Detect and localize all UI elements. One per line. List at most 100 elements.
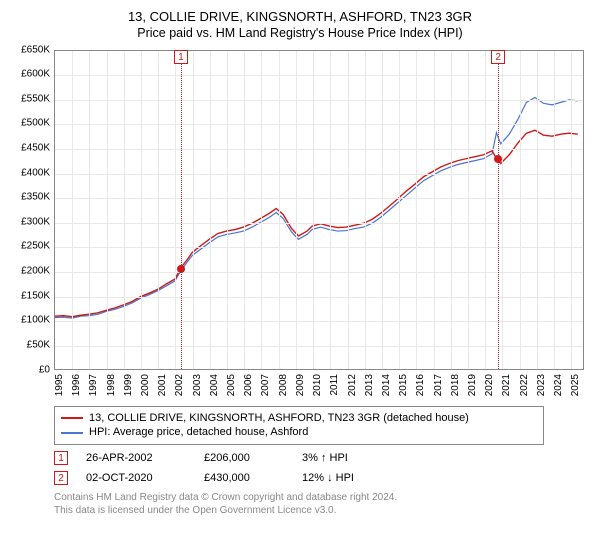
x-tick-label: 1995 bbox=[54, 374, 65, 396]
event-row: 202-OCT-2020£430,00012% ↓ HPI bbox=[54, 471, 576, 485]
x-tick-label: 2008 bbox=[278, 374, 289, 396]
gridline-h bbox=[55, 272, 583, 273]
gridline-v bbox=[399, 51, 400, 369]
x-tick-label: 2004 bbox=[209, 374, 220, 396]
chart-title: 13, COLLIE DRIVE, KINGSNORTH, ASHFORD, T… bbox=[12, 8, 588, 26]
x-tick-label: 2010 bbox=[312, 374, 323, 396]
y-tick-label: £550K bbox=[21, 93, 50, 104]
x-tick-label: 2009 bbox=[295, 374, 306, 396]
event-price: £430,000 bbox=[204, 472, 284, 484]
x-tick-label: 2018 bbox=[450, 374, 461, 396]
x-tick-label: 2006 bbox=[243, 374, 254, 396]
x-tick-label: 2025 bbox=[570, 374, 581, 396]
gridline-v bbox=[89, 51, 90, 369]
x-tick-label: 2011 bbox=[329, 374, 340, 396]
event-delta: 12% ↓ HPI bbox=[302, 472, 392, 484]
gridline-v bbox=[193, 51, 194, 369]
gridline-v bbox=[468, 51, 469, 369]
legend-row: 13, COLLIE DRIVE, KINGSNORTH, ASHFORD, T… bbox=[61, 411, 537, 426]
x-tick-label: 2017 bbox=[433, 374, 444, 396]
event-id-box: 2 bbox=[54, 471, 68, 485]
x-tick-label: 2007 bbox=[260, 374, 271, 396]
gridline-h bbox=[55, 247, 583, 248]
gridline-h bbox=[55, 223, 583, 224]
y-tick-label: £150K bbox=[21, 290, 50, 301]
x-tick-label: 2001 bbox=[157, 374, 168, 396]
legend-label: 13, COLLIE DRIVE, KINGSNORTH, ASHFORD, T… bbox=[89, 411, 469, 426]
marker-label-box: 2 bbox=[491, 50, 505, 64]
x-tick-label: 2020 bbox=[484, 374, 495, 396]
marker-dot bbox=[494, 155, 502, 163]
gridline-v bbox=[124, 51, 125, 369]
x-tick-label: 2002 bbox=[174, 374, 185, 396]
x-tick-label: 1996 bbox=[71, 374, 82, 396]
gridline-v bbox=[382, 51, 383, 369]
x-tick-label: 2003 bbox=[192, 374, 203, 396]
event-table: 126-APR-2002£206,0003% ↑ HPI202-OCT-2020… bbox=[54, 451, 576, 485]
plot: 12 bbox=[54, 50, 584, 370]
y-tick-label: £450K bbox=[21, 143, 50, 154]
marker-dot bbox=[177, 265, 185, 273]
gridline-v bbox=[365, 51, 366, 369]
footer-line: Contains HM Land Registry data © Crown c… bbox=[54, 491, 576, 504]
x-tick-label: 2000 bbox=[140, 374, 151, 396]
gridline-v bbox=[348, 51, 349, 369]
x-tick-label: 2014 bbox=[381, 374, 392, 396]
x-tick-label: 2012 bbox=[347, 374, 358, 396]
y-tick-label: £400K bbox=[21, 167, 50, 178]
x-tick-label: 2024 bbox=[553, 374, 564, 396]
x-tick-label: 1998 bbox=[106, 374, 117, 396]
y-tick-label: £100K bbox=[21, 315, 50, 326]
gridline-v bbox=[141, 51, 142, 369]
chart-area: £0£50K£100K£150K£200K£250K£300K£350K£400… bbox=[12, 44, 588, 404]
gridline-v bbox=[107, 51, 108, 369]
y-axis: £0£50K£100K£150K£200K£250K£300K£350K£400… bbox=[12, 50, 52, 370]
legend: 13, COLLIE DRIVE, KINGSNORTH, ASHFORD, T… bbox=[54, 406, 544, 446]
marker-vline bbox=[498, 51, 499, 369]
gridline-v bbox=[279, 51, 280, 369]
gridline-v bbox=[330, 51, 331, 369]
gridline-v bbox=[571, 51, 572, 369]
x-tick-label: 2019 bbox=[467, 374, 478, 396]
gridline-h bbox=[55, 174, 583, 175]
gridline-h bbox=[55, 346, 583, 347]
gridline-v bbox=[72, 51, 73, 369]
gridline-h bbox=[55, 124, 583, 125]
gridline-v bbox=[451, 51, 452, 369]
gridline-v bbox=[296, 51, 297, 369]
gridline-h bbox=[55, 321, 583, 322]
event-date: 26-APR-2002 bbox=[86, 452, 186, 464]
x-axis: 1995199619971998199920002001200220032004… bbox=[54, 370, 584, 404]
legend-swatch bbox=[61, 432, 83, 434]
y-tick-label: £500K bbox=[21, 118, 50, 129]
gridline-h bbox=[55, 100, 583, 101]
y-tick-label: £0 bbox=[39, 364, 50, 375]
gridline-h bbox=[55, 198, 583, 199]
x-tick-label: 2023 bbox=[536, 374, 547, 396]
gridline-v bbox=[554, 51, 555, 369]
y-tick-label: £350K bbox=[21, 192, 50, 203]
gridline-v bbox=[416, 51, 417, 369]
footer-line: This data is licensed under the Open Gov… bbox=[54, 504, 576, 517]
event-price: £206,000 bbox=[204, 452, 284, 464]
x-tick-label: 1999 bbox=[123, 374, 134, 396]
gridline-v bbox=[158, 51, 159, 369]
gridline-h bbox=[55, 149, 583, 150]
gridline-v bbox=[244, 51, 245, 369]
event-delta: 3% ↑ HPI bbox=[302, 452, 392, 464]
event-id-box: 1 bbox=[54, 451, 68, 465]
legend-swatch bbox=[61, 417, 83, 419]
series-line-hpi bbox=[55, 97, 578, 318]
y-tick-label: £600K bbox=[21, 69, 50, 80]
gridline-v bbox=[210, 51, 211, 369]
gridline-v bbox=[313, 51, 314, 369]
gridline-v bbox=[502, 51, 503, 369]
footer-attribution: Contains HM Land Registry data © Crown c… bbox=[54, 491, 576, 517]
gridline-v bbox=[434, 51, 435, 369]
x-tick-label: 2015 bbox=[398, 374, 409, 396]
x-tick-label: 2016 bbox=[415, 374, 426, 396]
gridline-h bbox=[55, 297, 583, 298]
x-tick-label: 2022 bbox=[519, 374, 530, 396]
marker-label-box: 1 bbox=[174, 50, 188, 64]
gridline-v bbox=[175, 51, 176, 369]
